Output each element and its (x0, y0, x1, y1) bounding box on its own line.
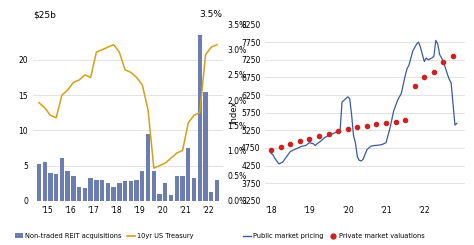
Point (440, 60, 447, 63)
Bar (65, 171, 70, 201)
Bar (169, 195, 173, 201)
Bar (43, 162, 47, 201)
Bar (60, 158, 64, 201)
Bar (117, 183, 121, 201)
Bar (152, 171, 156, 201)
Point (401, 119, 409, 122)
Bar (37, 164, 41, 201)
Bar (106, 183, 110, 201)
Point (277, 145, 284, 149)
Bar (135, 180, 139, 201)
Legend: Public market pricing, Private market valuations: Public market pricing, Private market va… (240, 230, 427, 242)
Point (382, 121, 390, 125)
Bar (111, 187, 116, 201)
Point (373, 122, 380, 126)
Point (325, 132, 332, 136)
Bar (77, 187, 82, 201)
Point (344, 127, 352, 131)
Bar (215, 180, 219, 201)
Point (449, 54, 457, 58)
Text: $25b: $25b (33, 10, 56, 19)
Point (315, 134, 323, 138)
Bar (203, 92, 208, 201)
Bar (71, 176, 75, 201)
Text: 3.5%: 3.5% (200, 10, 223, 19)
Bar (89, 178, 93, 201)
Bar (48, 173, 53, 201)
Bar (157, 194, 162, 201)
Bar (209, 192, 213, 201)
Bar (174, 176, 179, 201)
Bar (186, 148, 191, 201)
Bar (181, 176, 185, 201)
Bar (129, 181, 133, 201)
Point (267, 148, 275, 152)
Point (306, 137, 313, 141)
Bar (163, 183, 167, 201)
Bar (83, 188, 87, 201)
Point (296, 139, 304, 143)
Bar (146, 134, 150, 201)
Point (420, 75, 428, 79)
Point (411, 84, 419, 88)
Bar (54, 174, 58, 201)
Bar (123, 181, 127, 201)
Bar (100, 180, 104, 201)
Point (334, 129, 342, 133)
Point (430, 70, 438, 74)
Bar (140, 171, 145, 201)
Point (363, 124, 371, 128)
Y-axis label: Index: Index (229, 101, 238, 124)
Point (354, 125, 361, 129)
Bar (94, 180, 99, 201)
Bar (192, 178, 196, 201)
Legend: Non-traded REIT acquisitions, 10yr US Treasury: Non-traded REIT acquisitions, 10yr US Tr… (13, 230, 197, 242)
Point (286, 142, 294, 146)
Point (392, 120, 400, 124)
Bar (198, 35, 202, 201)
